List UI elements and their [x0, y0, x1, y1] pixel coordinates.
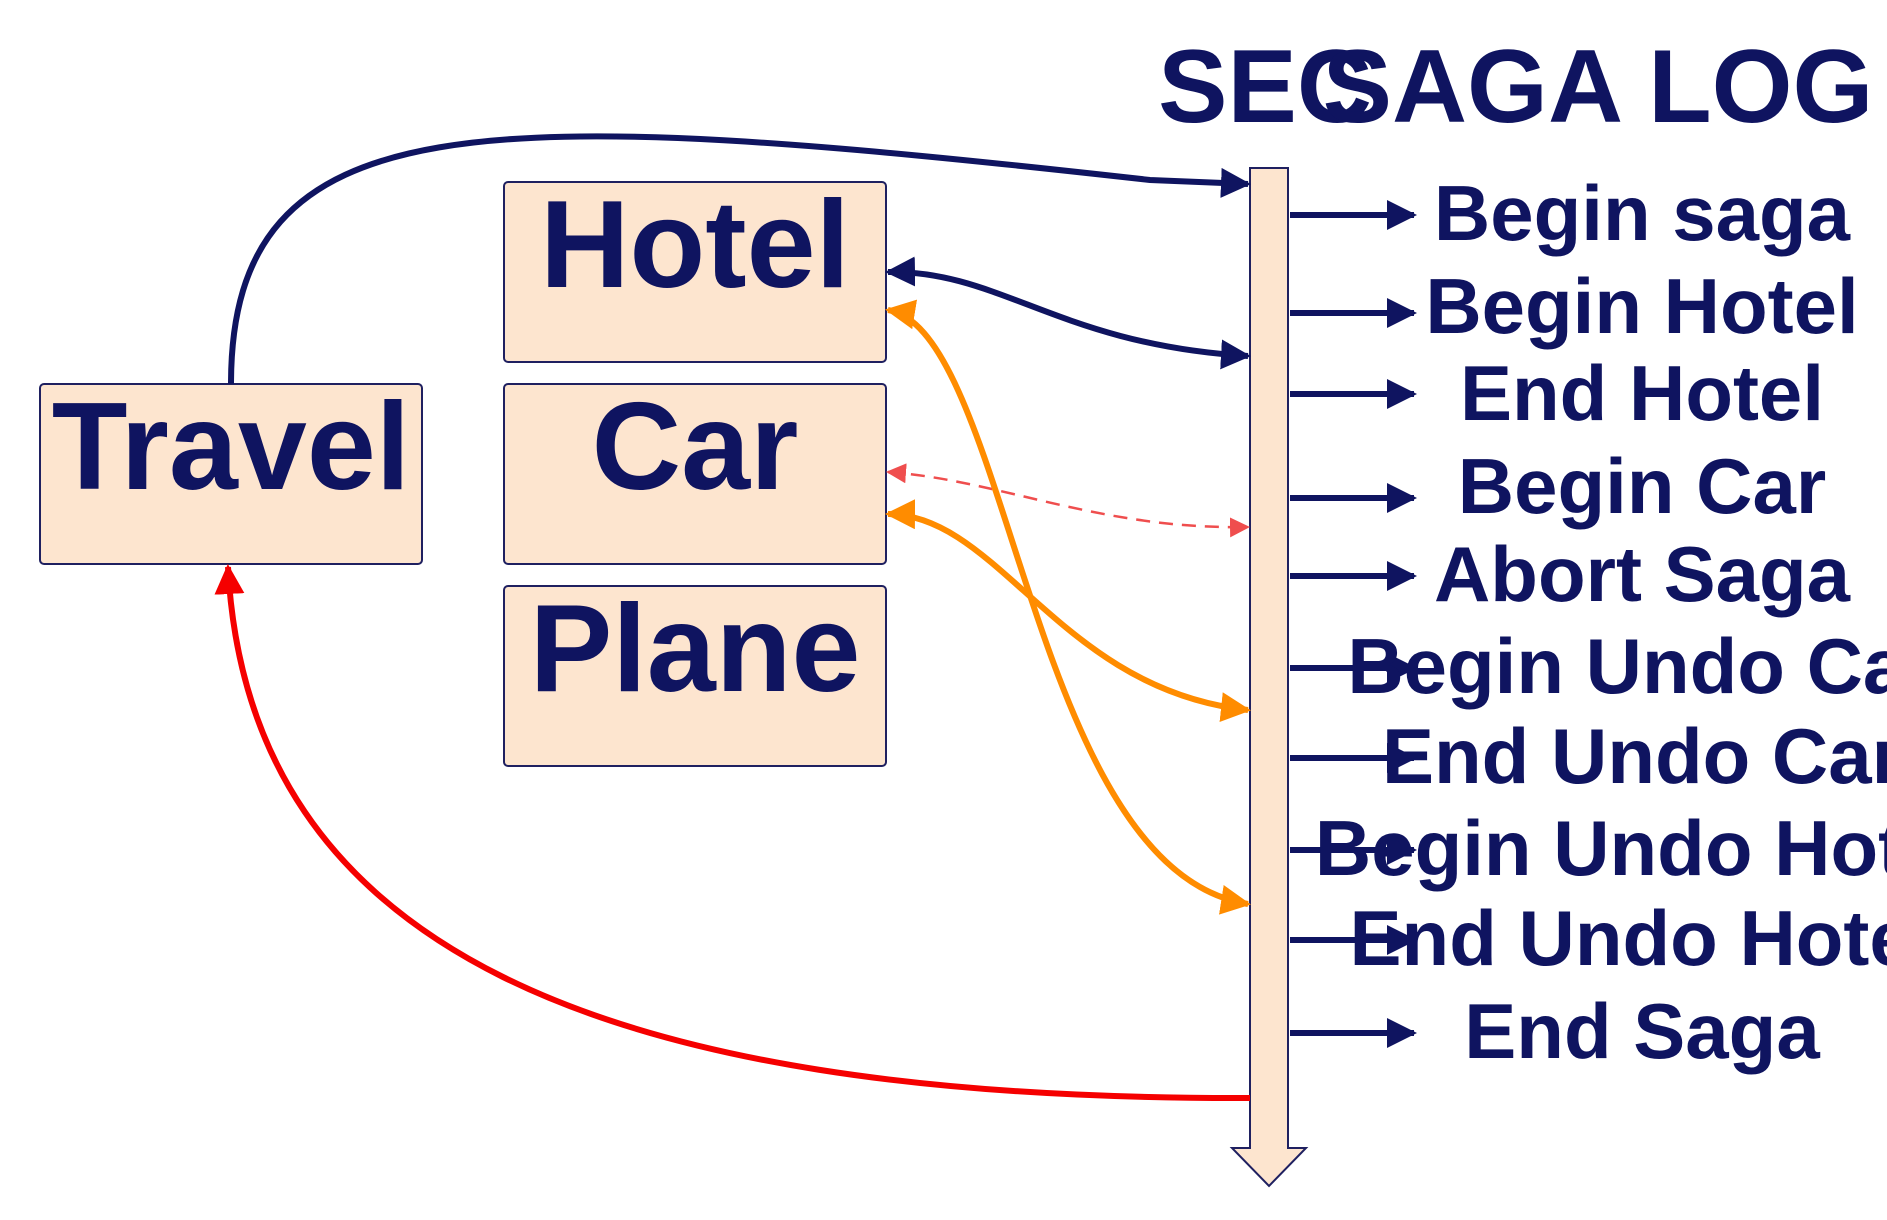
sec-header: SEC — [1158, 29, 1372, 145]
log-entry-label: Begin Car — [1458, 442, 1826, 530]
car-label: Car — [592, 378, 799, 516]
plane-label: Plane — [530, 580, 861, 718]
car-sec-dashed-arrow — [886, 463, 1250, 538]
car-box: Car — [503, 378, 887, 565]
log-entry-label: End Undo Hotel — [1350, 894, 1887, 982]
sec-to-travel-arrow — [214, 564, 1251, 1102]
log-entry-label: Abort Saga — [1434, 530, 1851, 618]
log-tick-group — [1290, 200, 1417, 1048]
travel-box: Travel — [39, 378, 423, 565]
travel-label: Travel — [52, 378, 411, 516]
hotel-sec-arrow — [885, 256, 1251, 370]
car-undo-arrow — [885, 499, 1251, 723]
log-entry-label: Begin Undo Hotel — [1315, 804, 1887, 892]
log-entry-label: Begin Hotel — [1425, 262, 1858, 350]
plane-box: Plane — [503, 580, 887, 767]
log-entry-label: End Hotel — [1460, 349, 1824, 437]
travel-to-sec-arrow — [228, 133, 1251, 385]
saga-log-header: SAGA LOG — [1323, 29, 1874, 145]
log-entry-label: Begin Undo Car — [1347, 622, 1887, 710]
hotel-label: Hotel — [540, 176, 850, 314]
log-entry-label: Begin saga — [1434, 169, 1851, 257]
hotel-box: Hotel — [503, 176, 887, 363]
log-entry-label: End Undo Car — [1382, 712, 1887, 800]
hotel-undo-arrow — [885, 299, 1251, 915]
log-entry-label: End Saga — [1464, 987, 1820, 1075]
